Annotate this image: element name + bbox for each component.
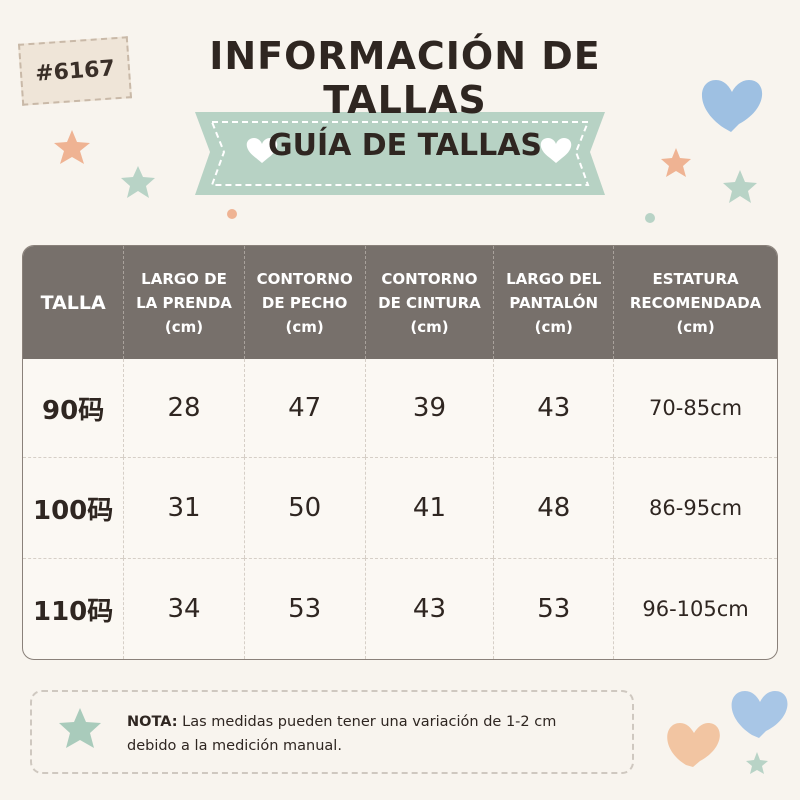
- value-cell: 34: [123, 558, 244, 659]
- stars: [54, 130, 768, 774]
- value-cell: 31: [123, 457, 244, 559]
- value-cell: 43: [493, 359, 613, 458]
- size-cell: 110码: [23, 558, 124, 659]
- header-line: CONTORNO: [256, 269, 353, 288]
- heart: [540, 138, 572, 163]
- header-line: LARGO DE: [141, 269, 227, 288]
- header-line: TALLA: [40, 291, 106, 314]
- value-cell: 28: [123, 359, 243, 458]
- value-cell: 39: [364, 359, 494, 458]
- value-cell: 41: [364, 457, 494, 559]
- value-cell: 70-85cm: [613, 359, 777, 458]
- header-line: LARGO DEL: [506, 269, 602, 288]
- table-row: 100码 31 50 41 48 86-95cm: [23, 457, 777, 559]
- header-cell: TALLA: [23, 246, 124, 359]
- size-cell: 90码: [42, 395, 105, 426]
- value-cell: 50: [243, 457, 365, 559]
- ribbon: [195, 112, 605, 195]
- header-line: (cm): [676, 317, 715, 336]
- dot: [227, 209, 237, 219]
- table-row: 90码 28 47 39 43 70-85cm: [23, 359, 777, 458]
- heart: [731, 691, 788, 738]
- size-cell: 100码: [23, 457, 124, 558]
- note-text: Las medidas pueden tener una variación d…: [127, 714, 557, 754]
- header-line: LA PRENDA: [136, 293, 232, 312]
- value-cell: 53: [243, 558, 365, 659]
- ribbon-stitch: [210, 121, 590, 186]
- header-line: CONTORNO: [381, 269, 478, 288]
- header-line: ESTATURA: [652, 269, 739, 288]
- heart: [701, 80, 763, 132]
- heart: [246, 138, 278, 163]
- subtitle: GUÍA DE TALLAS: [267, 128, 543, 163]
- title: INFORMACIÓN DE TALLAS: [209, 34, 601, 122]
- header-cell: CONTORNO DE CINTURA (cm): [364, 246, 494, 359]
- header-line: (cm): [534, 317, 573, 336]
- value-cell: 96-105cm: [613, 558, 777, 659]
- value-cell: 47: [243, 359, 365, 458]
- value-cell: 86-95cm: [613, 457, 777, 559]
- value-cell: 53: [493, 558, 614, 659]
- size-table: TALLA LARGO DE LA PRENDA (cm) CONTORNO DE PEC…: [22, 245, 778, 660]
- header-line: PANTALÓN: [509, 293, 599, 312]
- header-line: DE PECHO: [261, 293, 348, 312]
- header-line: (cm): [164, 317, 204, 336]
- note-label: NOTA:: [127, 714, 178, 730]
- header-line: RECOMENDADA: [629, 293, 762, 312]
- header-row: TALLA LARGO DE LA PRENDA (cm) CONTORNO DE PEC…: [23, 246, 777, 359]
- dot: [645, 213, 655, 223]
- product-tag: #6167: [17, 36, 133, 106]
- note: NOTA: Las medidas pueden tener una varia…: [127, 710, 567, 758]
- header-cell: LARGO DE LA PRENDA (cm): [123, 246, 244, 359]
- header-line: (cm): [410, 317, 449, 336]
- header-cell: ESTATURA RECOMENDADA (cm): [613, 246, 777, 359]
- value-cell: 48: [493, 457, 614, 559]
- table-row: 110码 34 53 43 53 96-105cm: [23, 558, 777, 659]
- header-cell: CONTORNO DE PECHO (cm): [243, 246, 365, 359]
- value-cell: 43: [364, 558, 494, 659]
- header-cell: LARGO DEL PANTALÓN (cm): [493, 246, 614, 359]
- note-box: NOTA: Las medidas pueden tener una varia…: [30, 690, 634, 774]
- heart: [667, 723, 720, 767]
- header-line: DE CINTURA: [378, 293, 481, 312]
- header-line: (cm): [285, 317, 324, 336]
